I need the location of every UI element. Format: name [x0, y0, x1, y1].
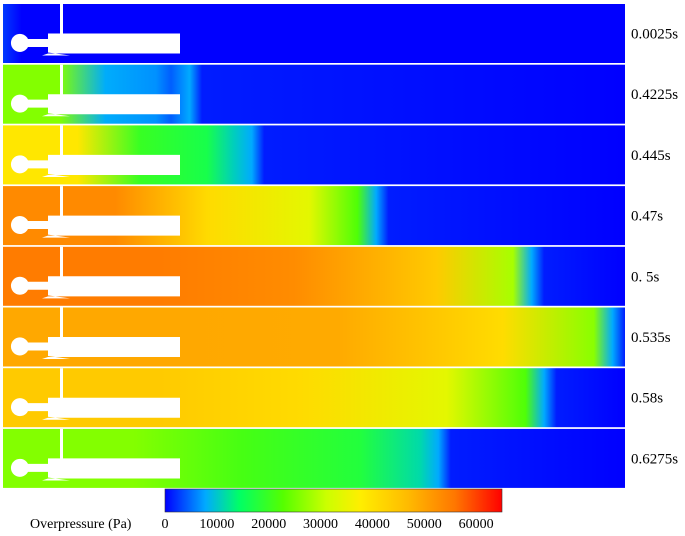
time-label: 0.6275s — [631, 451, 678, 467]
colorbar-tick-label: 60000 — [459, 517, 494, 532]
contour-panels — [3, 4, 625, 488]
time-label: 0.47s — [631, 209, 663, 225]
colorbar-legend: Overpressure (Pa) 0 10000 20000 30000 40000 5… — [30, 488, 503, 532]
building-silhouette — [10, 64, 180, 117]
colorbar-tick-label: 0 — [162, 517, 169, 532]
building-silhouette — [10, 4, 180, 56]
building-silhouette — [10, 368, 180, 420]
time-label: 0.4225s — [631, 87, 678, 103]
time-labels: 0.0025s 0.4225s 0.445s 0.47s 0. 5s 0.535s 0.58… — [631, 27, 678, 468]
time-label: 0.0025s — [631, 27, 678, 43]
legend-title: Overpressure (Pa) — [30, 517, 132, 532]
contour-panel — [3, 125, 625, 185]
time-label: 0.445s — [631, 148, 671, 164]
building-silhouette — [10, 307, 180, 360]
colorbar-tick-label: 50000 — [407, 517, 442, 532]
colorbar — [164, 488, 503, 513]
contour-panel — [3, 186, 625, 246]
contour-panel — [3, 64, 625, 124]
time-label: 0.58s — [631, 391, 663, 407]
contour-panel — [3, 428, 625, 488]
building-silhouette — [10, 186, 180, 238]
contour-panel — [3, 4, 625, 63]
colorbar-tick-label: 30000 — [303, 517, 338, 532]
contour-panel — [3, 307, 625, 367]
colorbar-tick-label: 20000 — [251, 517, 286, 532]
building-silhouette — [10, 125, 180, 177]
time-label: 0.535s — [631, 330, 671, 346]
contour-panel — [3, 368, 625, 428]
building-silhouette — [10, 246, 180, 299]
contour-panel — [3, 246, 625, 306]
colorbar-ticks: 0 10000 20000 30000 40000 50000 60000 — [162, 517, 494, 532]
time-label: 0. 5s — [631, 269, 660, 285]
colorbar-tick-label: 40000 — [355, 517, 390, 532]
colorbar-tick-label: 10000 — [199, 517, 234, 532]
building-silhouette — [10, 428, 180, 481]
